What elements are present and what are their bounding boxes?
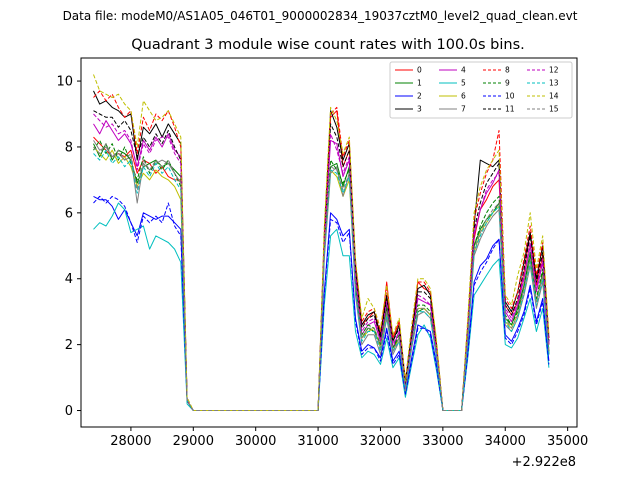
legend-label-7: 7 (461, 105, 466, 114)
x-tick-label: 32000 (360, 434, 401, 449)
legend-label-14: 14 (549, 92, 559, 101)
y-tick-label: 6 (65, 206, 73, 221)
legend-label-2: 2 (417, 92, 422, 101)
legend-label-13: 13 (549, 79, 559, 88)
legend-label-0: 0 (417, 66, 422, 75)
legend-label-5: 5 (461, 79, 466, 88)
y-tick-label: 0 (65, 404, 73, 419)
x-tick-label: 34000 (485, 434, 526, 449)
y-axis: 0 2 4 6 8 10 (56, 75, 81, 419)
chart-suptitle: Data file: modeM0/AS1A05_046T01_90000028… (63, 9, 578, 23)
y-tick-label: 10 (56, 75, 73, 90)
series-line-14 (93, 74, 550, 411)
x-axis: 28000 29000 30000 31000 32000 33000 34000 35000 (110, 427, 588, 449)
plot-series-group (93, 74, 550, 411)
legend-label-6: 6 (461, 92, 466, 101)
legend-label-4: 4 (461, 66, 466, 75)
x-tick-label: 31000 (297, 434, 338, 449)
y-tick-label: 8 (65, 140, 73, 155)
legend-label-10: 10 (505, 92, 515, 101)
legend-label-12: 12 (549, 66, 559, 75)
legend-label-3: 3 (417, 105, 422, 114)
x-tick-label: 35000 (547, 434, 588, 449)
x-offset-label: +2.922e8 (512, 455, 576, 470)
legend-label-9: 9 (505, 79, 510, 88)
x-tick-label: 30000 (235, 434, 276, 449)
plot-frame (80, 57, 578, 428)
legend-label-8: 8 (505, 66, 510, 75)
series-line-15 (93, 143, 550, 411)
legend-box (389, 61, 573, 119)
chart-title: Quadrant 3 module wise count rates with … (131, 37, 525, 53)
y-tick-label: 4 (65, 272, 73, 287)
x-tick-label: 33000 (422, 434, 463, 449)
legend-label-15: 15 (549, 105, 559, 114)
x-tick-label: 29000 (173, 434, 214, 449)
y-tick-label: 2 (65, 338, 73, 353)
legend-label-11: 11 (505, 105, 515, 114)
series-line-10 (93, 195, 550, 411)
legend-label-1: 1 (417, 79, 422, 88)
x-tick-label: 28000 (110, 434, 151, 449)
